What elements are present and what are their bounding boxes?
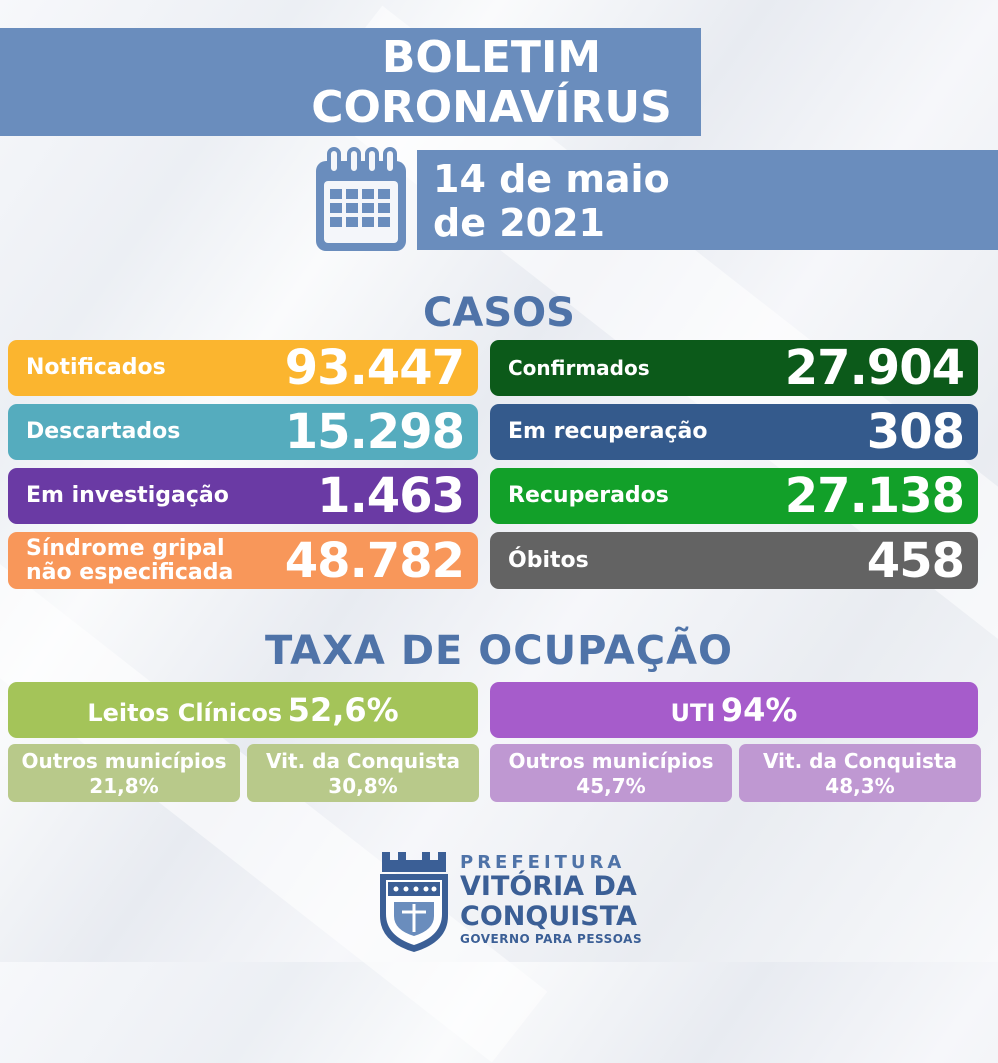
card-value: 458: [866, 532, 965, 589]
recuperados-card: Recuperados 27.138: [490, 468, 978, 524]
occupancy-label: UTI: [670, 699, 716, 727]
sub-value: 21,8%: [89, 774, 159, 798]
card-label: Em recuperação: [508, 419, 708, 444]
uti-vit-card: Vit. da Conquista 48,3%: [739, 744, 981, 802]
logo-tagline: GOVERNO PARA PESSOAS: [460, 932, 643, 946]
card-label: Em investigação: [26, 483, 229, 508]
card-label: Recuperados: [508, 483, 669, 508]
uti-card: UTI 94%: [490, 682, 978, 738]
card-value: 1.463: [317, 468, 465, 524]
card-value: 48.782: [284, 532, 465, 589]
date-banner: 14 de maio de 2021: [417, 150, 998, 250]
leitos-outros-card: Outros municípios 21,8%: [8, 744, 240, 802]
obitos-card: Óbitos 458: [490, 532, 978, 589]
uti-outros-card: Outros municípios 45,7%: [490, 744, 732, 802]
card-value: 93.447: [284, 340, 465, 396]
logo-vitoria-da: VITÓRIA DA: [460, 871, 637, 902]
sub-value: 30,8%: [328, 774, 398, 798]
leitos-clinicos-card: Leitos Clínicos 52,6%: [8, 682, 478, 738]
logo-prefeitura: PREFEITURA: [460, 852, 626, 873]
card-value: 27.138: [784, 468, 965, 524]
title-line-1: BOLETIM: [381, 32, 602, 83]
card-label: Óbitos: [508, 547, 589, 573]
casos-heading: CASOS: [423, 290, 575, 336]
sub-label: Outros municípios: [508, 749, 714, 773]
occupancy-label: Leitos Clínicos: [87, 699, 283, 727]
sub-value: 45,7%: [576, 774, 646, 798]
sindrome-gripal-card: Síndrome gripal não especificada 48.782: [8, 532, 478, 589]
em-investigacao-card: Em investigação 1.463: [8, 468, 478, 524]
date-line-1: 14 de maio: [433, 157, 670, 201]
card-label: Síndrome gripal não especificada: [26, 535, 234, 585]
sub-label: Vit. da Conquista: [763, 749, 957, 773]
bulletin-title-banner: BOLETIM CORONAVÍRUS: [0, 28, 701, 136]
title-line-2: CORONAVÍRUS: [311, 82, 672, 133]
card-label: Descartados: [26, 419, 181, 444]
card-label: Notificados: [26, 355, 166, 380]
card-label-line-2: não especificada: [26, 559, 234, 585]
logo-conquista: CONQUISTA: [460, 901, 637, 932]
card-value: 15.298: [284, 404, 465, 460]
city-seal-icon: [380, 852, 448, 952]
em-recuperacao-card: Em recuperação 308: [490, 404, 978, 460]
occupancy-value: 52,6%: [287, 691, 399, 729]
taxa-heading: TAXA DE OCUPAÇÃO: [264, 628, 734, 674]
sub-value: 48,3%: [825, 774, 895, 798]
sub-label: Vit. da Conquista: [266, 749, 460, 773]
leitos-vit-card: Vit. da Conquista 30,8%: [247, 744, 479, 802]
confirmados-card: Confirmados 27.904: [490, 340, 978, 396]
card-label-line-1: Síndrome gripal: [26, 535, 225, 561]
card-value: 27.904: [784, 340, 965, 396]
occupancy-value: 94%: [720, 691, 798, 729]
calendar-icon: [316, 147, 406, 251]
notificados-card: Notificados 93.447: [8, 340, 478, 396]
card-value: 308: [866, 404, 965, 460]
card-label: Confirmados: [508, 356, 650, 380]
descartados-card: Descartados 15.298: [8, 404, 478, 460]
sub-label: Outros municípios: [21, 749, 227, 773]
date-line-2: de 2021: [433, 201, 605, 245]
